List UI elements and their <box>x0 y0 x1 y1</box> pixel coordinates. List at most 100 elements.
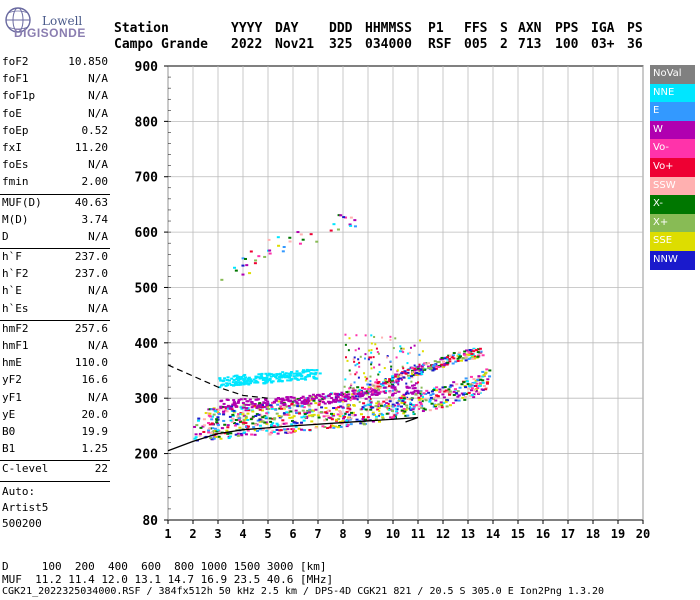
echo-point <box>226 404 230 407</box>
echo-point <box>370 349 373 352</box>
echo-point <box>479 378 483 381</box>
echo-point <box>423 368 427 371</box>
echo-point <box>402 376 406 379</box>
echo-point <box>477 376 481 379</box>
echo-point <box>467 387 471 390</box>
echo-point <box>243 380 247 383</box>
echo-point <box>289 431 293 434</box>
echo-point <box>389 360 392 363</box>
echo-point <box>352 358 355 361</box>
echo-point <box>416 367 420 370</box>
echo-point <box>194 436 198 439</box>
echo-point <box>391 375 395 378</box>
echo-point <box>375 347 378 350</box>
echo-point <box>285 375 289 378</box>
echo-point <box>424 363 428 366</box>
echo-point <box>258 420 262 423</box>
echo-point <box>236 415 240 418</box>
echo-point <box>324 418 328 421</box>
params-divider <box>0 319 110 321</box>
echo-point <box>344 412 347 415</box>
echo-point <box>241 264 245 267</box>
echo-point <box>472 357 476 360</box>
echo-point <box>309 402 313 405</box>
echo-point <box>371 411 375 414</box>
echo-point <box>294 409 298 412</box>
echo-point <box>383 380 387 383</box>
echo-point <box>359 392 363 395</box>
echo-point <box>284 431 288 434</box>
echo-point <box>406 374 410 377</box>
echo-point <box>285 411 289 414</box>
echo-point <box>399 397 403 400</box>
echo-point <box>354 349 357 352</box>
echo-point <box>447 388 451 391</box>
echo-point <box>421 350 424 353</box>
param-name: hmF2 <box>2 321 29 335</box>
echo-point <box>359 422 363 425</box>
echo-point <box>388 400 392 403</box>
echo-point <box>215 430 219 433</box>
echo-point <box>232 379 236 382</box>
echo-point <box>345 425 349 428</box>
echo-point <box>338 410 342 413</box>
echo-point <box>432 387 436 390</box>
echo-point <box>261 378 265 381</box>
header-value-ddd: 325 <box>329 37 353 52</box>
echo-point <box>370 351 373 354</box>
echo-point <box>344 378 347 381</box>
x-tick-label: 8 <box>339 527 346 541</box>
echo-point <box>406 406 409 409</box>
echo-point <box>251 410 255 413</box>
echo-point <box>472 350 476 353</box>
echo-point <box>254 377 258 380</box>
echo-point <box>317 402 321 405</box>
header-label-yyyy: YYYY <box>231 21 263 36</box>
echo-point <box>437 360 441 363</box>
y-tick-label: 400 <box>135 337 159 352</box>
echo-point <box>222 411 226 414</box>
echo-point <box>332 223 336 226</box>
echo-point <box>248 378 252 381</box>
echo-point <box>340 393 344 396</box>
echo-point <box>447 354 451 357</box>
echo-point <box>258 402 262 405</box>
param-value: 110.0 <box>74 356 108 370</box>
echo-point <box>222 405 226 408</box>
echo-point <box>409 391 413 394</box>
echo-point <box>452 357 456 360</box>
echo-point <box>237 417 241 420</box>
echo-point <box>412 391 416 394</box>
echo-point <box>250 409 254 412</box>
echo-point <box>283 376 287 379</box>
echo-point <box>216 424 220 427</box>
echo-point <box>246 382 250 385</box>
echo-point <box>290 420 294 423</box>
echo-point <box>449 384 453 387</box>
echo-point <box>269 431 273 434</box>
echo-point <box>308 405 312 408</box>
echo-point <box>332 414 336 417</box>
echo-point <box>432 389 436 392</box>
echo-point <box>327 416 331 419</box>
echo-point <box>419 394 422 397</box>
echo-point <box>254 423 258 426</box>
echo-point <box>382 382 386 385</box>
echo-point <box>249 418 253 421</box>
echo-point <box>282 407 286 410</box>
echo-point <box>361 422 365 425</box>
echo-point <box>385 389 388 392</box>
echo-point <box>238 378 242 381</box>
echo-point <box>201 425 205 428</box>
echo-point <box>242 422 246 425</box>
param-name: foF1p <box>2 89 36 103</box>
echo-point <box>371 420 375 423</box>
echo-point <box>312 369 316 372</box>
echo-point <box>403 401 407 404</box>
echo-point <box>277 378 281 381</box>
echo-point <box>365 377 368 380</box>
echo-point <box>404 392 407 395</box>
echo-point <box>349 417 353 420</box>
echo-point <box>419 392 422 395</box>
echo-point <box>389 338 392 341</box>
